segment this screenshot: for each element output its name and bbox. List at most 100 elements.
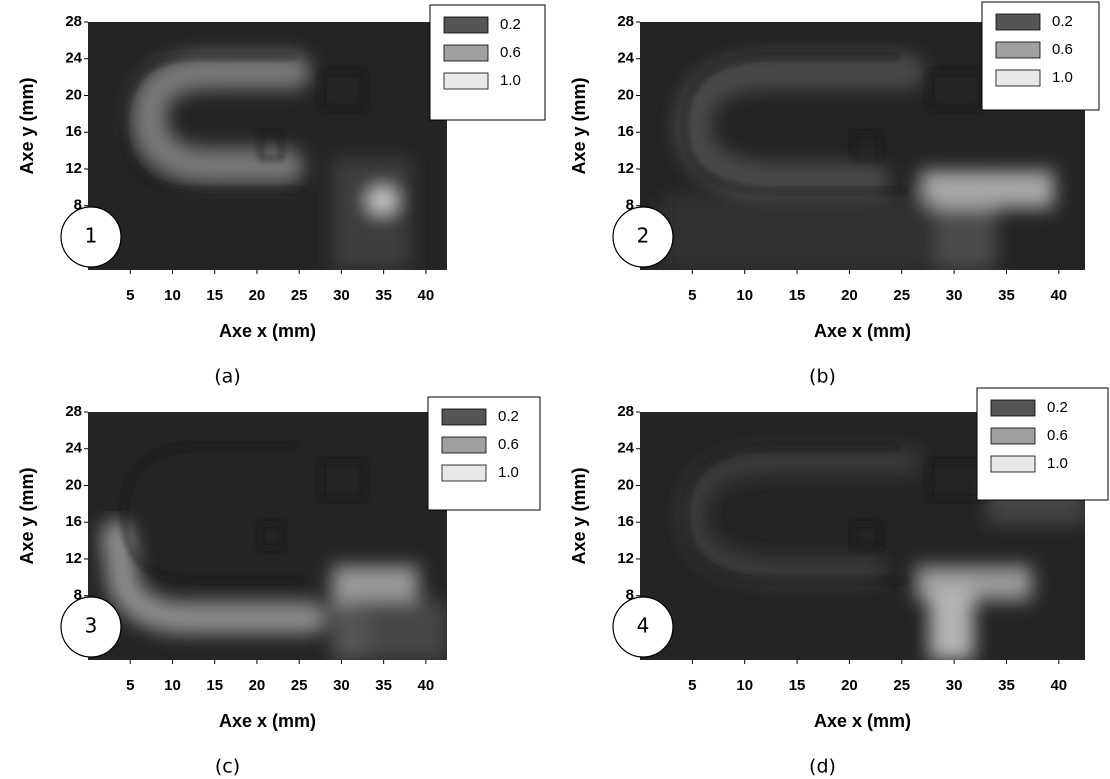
circuit-chip	[258, 522, 284, 550]
x-axis-title: Axe x (mm)	[219, 711, 316, 731]
heatmap-blur	[100, 519, 447, 660]
legend-label: 1.0	[500, 72, 521, 89]
y-tick-label: 16	[617, 513, 634, 530]
x-tick-label: 25	[291, 287, 308, 304]
legend-label: 0.2	[1052, 13, 1073, 30]
x-tick-label: 10	[164, 287, 181, 304]
x-tick-label: 15	[789, 677, 806, 694]
x-tick-label: 20	[249, 677, 266, 694]
y-tick-label: 12	[65, 160, 82, 177]
circuit-trace	[122, 445, 304, 583]
heatmap-field	[122, 53, 412, 270]
x-tick-label: 5	[126, 287, 134, 304]
marker-circle	[612, 206, 674, 268]
panel: 5 10 15 20 25 30 35 40 8 12 16 20 24 28 Axe x (mm) Axe …	[17, 4, 546, 388]
legend-label: 0.2	[500, 16, 521, 33]
x-tick-label: 5	[688, 287, 696, 304]
legend-label: 0.6	[498, 436, 519, 453]
marker-circle	[60, 596, 122, 658]
x-axis-title: Axe x (mm)	[814, 711, 911, 731]
circuit-overlay	[122, 445, 366, 583]
x-tick-label: 10	[736, 287, 753, 304]
marker-number: 2	[637, 224, 650, 248]
x-tick-label: 5	[126, 677, 134, 694]
circuit-chip	[319, 460, 366, 501]
panel: 5 10 15 20 25 30 35 40 8 12 16 20 24 28 Axe x (mm) Axe …	[569, 387, 1109, 778]
marker-number: 1	[85, 224, 98, 248]
circuit-trace	[682, 445, 907, 583]
x-tick-label: 40	[1050, 287, 1067, 304]
legend-swatch	[990, 427, 1036, 445]
heatmap-blur	[131, 53, 412, 270]
field-trace	[675, 53, 925, 199]
legend-swatch	[995, 41, 1041, 59]
circuit-chip	[852, 132, 882, 160]
legend-label: 1.0	[498, 464, 519, 481]
x-tick-label: 10	[164, 677, 181, 694]
legend-swatch	[443, 44, 489, 62]
circuit-trace	[682, 55, 907, 193]
circuit-trace	[122, 55, 304, 193]
marker-number: 3	[85, 614, 98, 638]
x-tick-label: 30	[946, 287, 963, 304]
x-tick-label: 10	[736, 677, 753, 694]
legend-swatch	[990, 455, 1036, 473]
y-tick-label: 8	[626, 587, 634, 604]
panel: 5 10 15 20 25 30 35 40 8 12 16 20 24 28 Axe x (mm) Axe …	[17, 396, 541, 778]
circuit-chip	[319, 70, 366, 111]
x-tick-label: 15	[789, 287, 806, 304]
y-tick-label: 20	[617, 476, 634, 493]
y-tick-label: 16	[65, 513, 82, 530]
y-tick-label: 8	[74, 587, 82, 604]
field-trace	[100, 519, 327, 634]
x-axis-title: Axe x (mm)	[814, 321, 911, 341]
legend-swatch	[995, 13, 1041, 31]
heatmap-blur	[662, 53, 1054, 270]
legend-swatch	[443, 72, 489, 90]
x-tick-label: 5	[688, 677, 696, 694]
y-axis-title: Axe y (mm)	[17, 467, 37, 564]
x-tick-label: 20	[841, 677, 858, 694]
x-tick-label: 30	[333, 677, 350, 694]
y-tick-label: 20	[65, 476, 82, 493]
marker-circle	[60, 206, 122, 268]
y-tick-label: 16	[65, 123, 82, 140]
marker-number: 4	[637, 614, 650, 638]
field-region	[332, 565, 419, 606]
panel-label: (d)	[809, 756, 836, 778]
y-tick-label: 28	[65, 13, 82, 30]
x-tick-label: 20	[841, 287, 858, 304]
heatmap-field	[100, 445, 447, 660]
legend-swatch	[441, 464, 487, 482]
x-tick-label: 35	[375, 677, 392, 694]
x-tick-label: 30	[333, 287, 350, 304]
y-tick-label: 28	[65, 403, 82, 420]
x-tick-label: 35	[375, 287, 392, 304]
x-tick-label: 40	[418, 287, 435, 304]
y-tick-label: 24	[617, 50, 634, 67]
marker-circle	[612, 596, 674, 658]
field-spot	[368, 188, 397, 213]
y-tick-label: 8	[626, 197, 634, 214]
legend-label: 0.6	[1052, 41, 1073, 58]
panel-label: (a)	[214, 366, 240, 388]
y-axis-title: Axe y (mm)	[17, 77, 37, 174]
x-tick-label: 35	[998, 677, 1015, 694]
legend-label: 0.2	[1047, 399, 1068, 416]
legend-swatch	[441, 408, 487, 426]
circuit-chip	[258, 132, 284, 160]
x-axis-title: Axe x (mm)	[219, 321, 316, 341]
x-tick-label: 40	[418, 677, 435, 694]
x-tick-label: 40	[1050, 677, 1067, 694]
legend-swatch	[441, 436, 487, 454]
field-region	[929, 585, 974, 660]
y-tick-label: 28	[617, 13, 634, 30]
panel-label: (c)	[215, 756, 240, 778]
y-axis-title: Axe y (mm)	[569, 467, 589, 564]
y-tick-label: 12	[617, 550, 634, 567]
legend-swatch	[990, 399, 1036, 417]
circuit-overlay	[122, 55, 366, 193]
y-tick-label: 12	[65, 550, 82, 567]
x-tick-label: 20	[249, 287, 266, 304]
